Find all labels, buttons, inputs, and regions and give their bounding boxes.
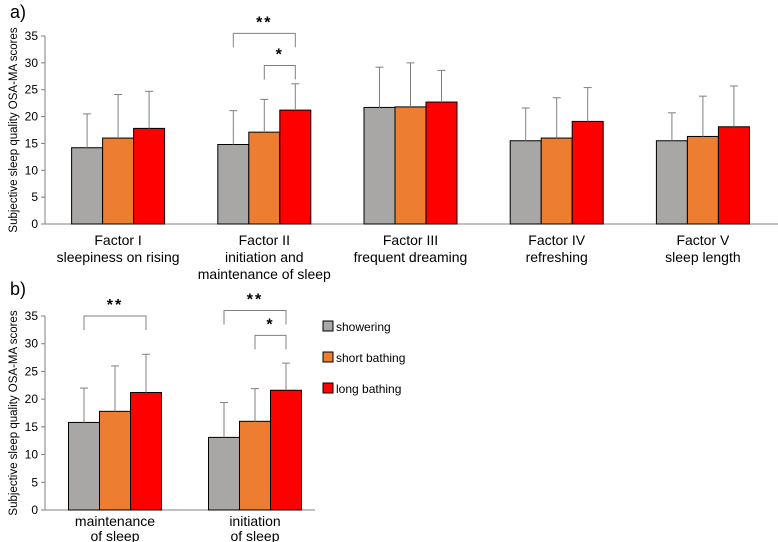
bar (217, 144, 250, 225)
y-tick-label: 35 (25, 309, 39, 323)
x-category-label: maintenance of sleep (198, 266, 331, 282)
y-tick-label: 35 (25, 29, 39, 43)
significance-marker: * (276, 47, 284, 64)
bar (509, 140, 542, 225)
chart-panel-a: a) Subjective sleep quality OSA-MA scores… (8, 2, 778, 282)
bar (279, 109, 312, 225)
legend-swatch (322, 382, 334, 394)
y-tick-label: 25 (25, 364, 39, 378)
y-tick-label: 0 (31, 217, 38, 231)
significance-bracket (223, 309, 287, 325)
y-tick-label: 0 (31, 503, 38, 517)
x-category-label: maintenance (75, 513, 155, 529)
bar (68, 421, 100, 511)
legend-label: long bathing (336, 382, 401, 396)
bar (239, 420, 271, 511)
y-tick-label: 10 (25, 448, 39, 462)
bar (133, 127, 166, 225)
bar (425, 101, 458, 225)
x-category-label: Factor II (239, 232, 290, 248)
significance-bracket (263, 65, 296, 80)
y-tick-label: 5 (31, 190, 38, 204)
y-tick-label: 10 (25, 163, 39, 177)
x-category-label: refreshing (526, 249, 588, 265)
y-tick-label: 20 (25, 392, 39, 406)
bar (540, 137, 573, 225)
bar (130, 391, 162, 511)
y-axis-title: Subjective sleep quality OSA-MA scores (8, 310, 20, 515)
chart-panel-b: b) Subjective sleep quality OSA-MA scores… (8, 279, 405, 542)
legend-swatch (322, 320, 334, 332)
bar (270, 389, 302, 511)
x-category-label: Factor I (94, 232, 141, 248)
legend-label: showering (336, 320, 391, 334)
bar (571, 120, 604, 225)
x-category-label: sleepiness on rising (57, 249, 180, 265)
significance-bracket (232, 32, 296, 48)
y-tick-label: 25 (25, 83, 39, 97)
y-axis-title: Subjective sleep quality OSA-MA scores (8, 27, 20, 232)
significance-marker: ** (247, 291, 263, 308)
x-category-label: of sleep (230, 528, 279, 542)
x-category-label: Factor III (383, 232, 438, 248)
bar (208, 436, 240, 511)
legend-label: short bathing (336, 351, 405, 365)
bar (248, 131, 281, 225)
x-category-label: Factor IV (528, 232, 585, 248)
legend-swatch (322, 351, 334, 363)
y-tick-label: 15 (25, 420, 39, 434)
bar (686, 135, 719, 225)
y-tick-label: 5 (31, 475, 38, 489)
x-category-label: initiation (229, 513, 280, 529)
bar (102, 137, 135, 225)
bar (394, 106, 427, 225)
bar (363, 106, 396, 225)
y-tick-label: 20 (25, 110, 39, 124)
x-category-label: initiation and (225, 249, 304, 265)
x-category-label: frequent dreaming (354, 249, 468, 265)
y-tick-label: 15 (25, 136, 39, 150)
bar (99, 410, 131, 511)
significance-marker: * (266, 316, 274, 333)
significance-bracket (83, 315, 147, 330)
x-category-label: sleep length (665, 249, 741, 265)
bar (71, 147, 104, 225)
x-category-label: of sleep (90, 528, 139, 542)
bar (655, 140, 688, 225)
bar (717, 126, 750, 225)
panel-label: b) (10, 279, 26, 299)
panel-label: a) (10, 2, 26, 22)
significance-marker: ** (256, 14, 272, 31)
y-tick-label: 30 (25, 337, 39, 351)
significance-bracket (254, 334, 287, 350)
significance-marker: ** (107, 297, 123, 314)
x-category-label: Factor V (676, 232, 730, 248)
y-tick-label: 30 (25, 56, 39, 70)
